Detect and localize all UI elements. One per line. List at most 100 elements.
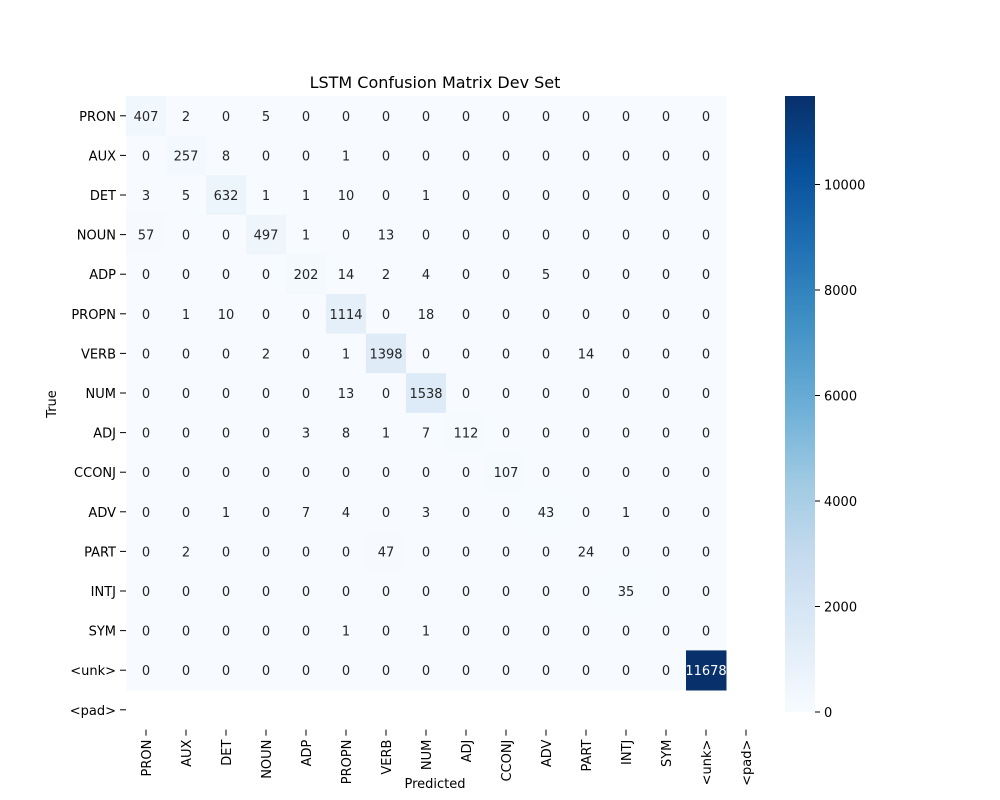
- heatmap-cell: [646, 610, 687, 651]
- heatmap-cell: [446, 175, 487, 216]
- cell-value-label: 0: [302, 625, 310, 640]
- heatmap-cell: [686, 214, 727, 255]
- heatmap-cell: [646, 571, 687, 612]
- cell-value-label: 0: [542, 189, 550, 204]
- cell-value-label: 57: [138, 229, 155, 244]
- heatmap-cell: [166, 333, 207, 374]
- cell-value-label: 0: [502, 625, 510, 640]
- heatmap-cell: [326, 650, 367, 691]
- x-tick-label: NUM: [420, 740, 435, 770]
- heatmap-cell: [686, 610, 727, 651]
- x-tick-label: VERB: [380, 740, 395, 775]
- heatmap-cell: [166, 96, 207, 137]
- cell-value-label: 2: [182, 545, 190, 560]
- cell-value-label: 0: [382, 585, 390, 600]
- cell-value-label: 0: [582, 427, 590, 442]
- cell-value-label: 0: [502, 347, 510, 362]
- y-tick-label: PROPN: [71, 308, 116, 323]
- heatmap-cell: [366, 333, 407, 374]
- cell-value-label: 0: [542, 427, 550, 442]
- cell-value-label: 0: [422, 229, 430, 244]
- heatmap-cell: [126, 214, 167, 255]
- x-tick-label: AUX: [180, 740, 195, 767]
- cell-value-label: 0: [702, 268, 710, 283]
- cell-value-label: 1538: [409, 387, 442, 402]
- cell-value-label: 0: [622, 229, 630, 244]
- heatmap-cell: [486, 333, 527, 374]
- heatmap-cell: [166, 294, 207, 335]
- y-tick-label: <unk>: [70, 664, 116, 679]
- heatmap-cell: [526, 96, 567, 137]
- cell-value-label: 0: [142, 625, 150, 640]
- cell-value-label: 0: [182, 347, 190, 362]
- heatmap-cell: [686, 333, 727, 374]
- heatmap-cell: [246, 96, 287, 137]
- cell-value-label: 0: [422, 545, 430, 560]
- y-tick-label: <pad>: [70, 704, 116, 719]
- cell-value-label: 1: [302, 229, 310, 244]
- cell-value-label: 0: [182, 466, 190, 481]
- cell-value-label: 0: [622, 427, 630, 442]
- heatmap-cell: [446, 650, 487, 691]
- colorbar-tick-label: 4000: [824, 495, 857, 510]
- cell-value-label: 8: [342, 427, 350, 442]
- heatmap-cell: [406, 650, 447, 691]
- heatmap-cell: [206, 175, 247, 216]
- y-tick-label: AUX: [89, 149, 116, 164]
- heatmap-cell: [646, 412, 687, 453]
- heatmap-cell: [286, 333, 327, 374]
- cell-value-label: 1398: [369, 347, 402, 362]
- cell-value-label: 0: [582, 506, 590, 521]
- cell-value-label: 0: [262, 545, 270, 560]
- heatmap-cell: [446, 214, 487, 255]
- cell-value-label: 0: [622, 347, 630, 362]
- cell-value-label: 0: [182, 229, 190, 244]
- heatmap-cell: [166, 571, 207, 612]
- colorbar-tick-label: 8000: [824, 284, 857, 299]
- cell-value-label: 0: [422, 585, 430, 600]
- cell-value-label: 0: [542, 664, 550, 679]
- heatmap-cell: [206, 412, 247, 453]
- cell-value-label: 47: [378, 545, 395, 560]
- cell-value-label: 0: [502, 427, 510, 442]
- cell-value-label: 0: [342, 229, 350, 244]
- heatmap-cell: [366, 650, 407, 691]
- cell-value-label: 0: [702, 229, 710, 244]
- heatmap-cell: [686, 452, 727, 493]
- heatmap-cell: [566, 294, 607, 335]
- heatmap-cell: [166, 373, 207, 414]
- cell-value-label: 0: [622, 110, 630, 125]
- heatmap-cell: [606, 571, 647, 612]
- heatmap-cell: [286, 294, 327, 335]
- cell-value-label: 0: [142, 308, 150, 323]
- heatmap-cell-labels: 407 2 0 5 0 0 0 0 0 0 0 0 0 0 00 257 8 0 0 1 0 0 0 0 0 0 0 0 03 5 632 1…: [134, 110, 727, 679]
- cell-value-label: 0: [542, 229, 550, 244]
- cell-value-label: 3: [302, 427, 310, 442]
- heatmap-cell: [406, 214, 447, 255]
- cell-value-label: 0: [662, 268, 670, 283]
- heatmap-cell: [326, 214, 367, 255]
- cell-value-label: 3: [142, 189, 150, 204]
- cell-value-label: 1: [302, 189, 310, 204]
- heatmap-cell: [686, 373, 727, 414]
- cell-value-label: 0: [502, 664, 510, 679]
- heatmap-cell: [646, 333, 687, 374]
- cell-value-label: 0: [462, 625, 470, 640]
- cell-value-label: 0: [142, 387, 150, 402]
- heatmap-cell: [646, 492, 687, 533]
- cell-value-label: 0: [262, 625, 270, 640]
- cell-value-label: 0: [182, 427, 190, 442]
- heatmap-cell: [606, 452, 647, 493]
- heatmap-cell: [446, 254, 487, 295]
- y-tick-label: VERB: [81, 347, 116, 362]
- heatmap-cell: [446, 294, 487, 335]
- cell-value-label: 0: [182, 585, 190, 600]
- cell-value-label: 0: [222, 664, 230, 679]
- cell-value-label: 43: [538, 506, 555, 521]
- cell-value-label: 0: [542, 387, 550, 402]
- heatmap-cell: [566, 373, 607, 414]
- heatmap-cell: [286, 254, 327, 295]
- cell-value-label: 0: [582, 466, 590, 481]
- heatmap-cell: [126, 492, 167, 533]
- heatmap-cell: [486, 135, 527, 176]
